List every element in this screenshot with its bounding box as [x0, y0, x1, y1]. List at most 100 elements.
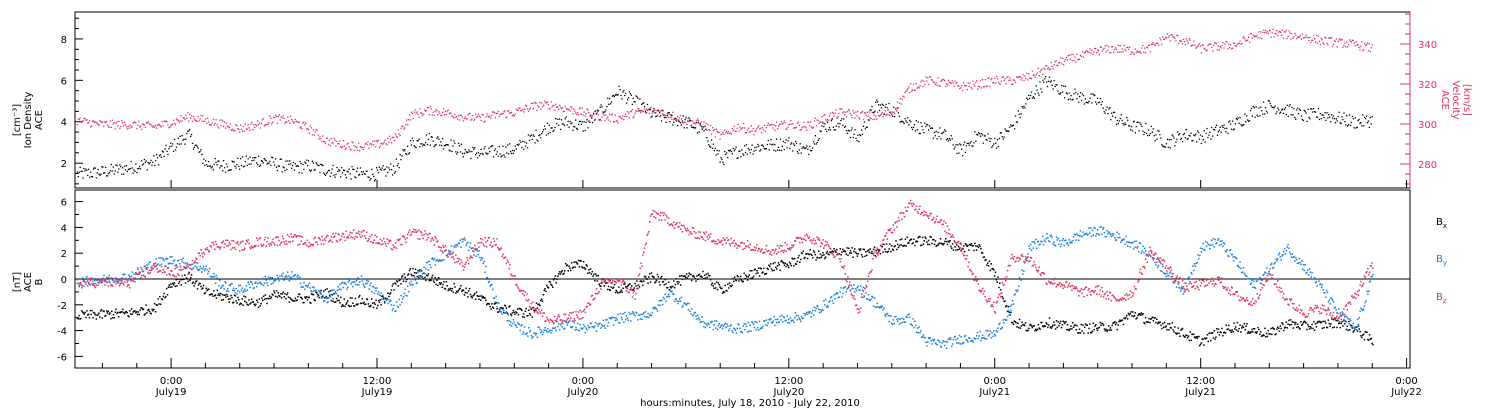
b-point-bx [736, 275, 738, 277]
velocity-point [130, 126, 132, 128]
b-point-bx [398, 279, 400, 282]
b-point-bx [899, 239, 901, 241]
velocity-point [667, 116, 669, 118]
b-point-bx [411, 274, 413, 277]
b-point-by [516, 326, 518, 328]
velocity-point [962, 82, 965, 84]
density-point [607, 97, 609, 99]
b-point-bx [1181, 327, 1184, 330]
b-point-bx [1061, 324, 1064, 326]
density-point [348, 168, 350, 170]
density-point [189, 128, 191, 131]
b-point-by [478, 250, 480, 252]
density-point [474, 147, 476, 149]
b-point-bx [493, 303, 496, 305]
velocity-point [626, 115, 628, 118]
b-point-bx [1117, 324, 1119, 326]
velocity-point [952, 82, 954, 84]
b-point-bx [957, 249, 959, 251]
b-point-bx [513, 311, 515, 314]
b-point-by [172, 260, 175, 262]
density-point [1189, 135, 1191, 137]
density-point [1185, 128, 1187, 131]
density-point [650, 116, 652, 118]
density-point [612, 94, 615, 97]
velocity-point [1063, 60, 1066, 63]
density-point [710, 139, 713, 141]
density-point [1194, 135, 1196, 137]
b-point-bx [444, 288, 447, 290]
velocity-point [468, 112, 470, 115]
density-point [1181, 141, 1184, 143]
velocity-point [402, 126, 404, 128]
b-point-by [365, 283, 367, 285]
b-point-bx [118, 311, 121, 314]
b-point-bx [970, 243, 973, 245]
b-point-bx [975, 245, 977, 247]
b-point-bx [927, 243, 929, 246]
density-point [207, 165, 209, 167]
density-point [84, 170, 86, 172]
density-point [252, 157, 254, 159]
b-point-by [242, 291, 244, 293]
b-point-bx [903, 244, 906, 247]
b-point-by [587, 324, 589, 327]
velocity-point [139, 125, 142, 127]
velocity-point [1285, 29, 1287, 31]
velocity-point [911, 89, 914, 91]
density-point [217, 160, 219, 162]
density-point [1363, 125, 1365, 127]
density-point [476, 157, 479, 159]
velocity-point [1227, 48, 1229, 50]
density-point [698, 131, 700, 133]
b-point-by [527, 335, 529, 337]
velocity-point [746, 129, 749, 131]
density-point [1251, 115, 1253, 117]
b-point-bx [842, 250, 845, 253]
b-point-bx [209, 294, 212, 296]
velocity-point [1236, 43, 1238, 46]
density-point [700, 125, 702, 127]
velocity-point [411, 112, 414, 115]
density-point [99, 174, 101, 176]
b-point-bx [200, 285, 202, 288]
velocity-point [953, 85, 955, 87]
velocity-point [580, 113, 582, 115]
b-point-by [576, 322, 579, 325]
b-point-bx [855, 252, 858, 255]
velocity-point [510, 111, 513, 114]
density-point [1085, 101, 1087, 104]
b-point-bx [607, 285, 610, 288]
velocity-point [828, 115, 831, 117]
velocity-point [661, 113, 664, 115]
density-point [1271, 106, 1273, 109]
b-point-bx [362, 302, 364, 305]
b-point-bx [316, 292, 318, 294]
b-point-bx [78, 314, 80, 317]
density-point [78, 171, 80, 173]
velocity-point [1062, 57, 1064, 60]
b-point-by [139, 271, 141, 273]
velocity-point [844, 114, 846, 116]
density-point [1180, 137, 1183, 140]
b-point-bx [1211, 332, 1213, 334]
velocity-point [383, 141, 385, 143]
density-point [118, 168, 120, 170]
b-point-by [485, 265, 487, 268]
density-point [158, 155, 161, 157]
velocity-point [528, 108, 531, 111]
density-point [93, 167, 95, 169]
b-point-by [445, 254, 448, 257]
b-point-by [353, 281, 355, 283]
b-point-bx [549, 281, 551, 283]
density-point [406, 153, 408, 155]
velocity-point [427, 107, 430, 109]
velocity-point [1110, 52, 1112, 54]
velocity-point [1109, 52, 1111, 54]
b-point-bx [981, 252, 983, 254]
velocity-point [1282, 37, 1285, 39]
b-point-bx [713, 287, 715, 289]
density-point [261, 160, 263, 162]
density-point [1281, 108, 1284, 110]
b-point-by [501, 313, 503, 315]
